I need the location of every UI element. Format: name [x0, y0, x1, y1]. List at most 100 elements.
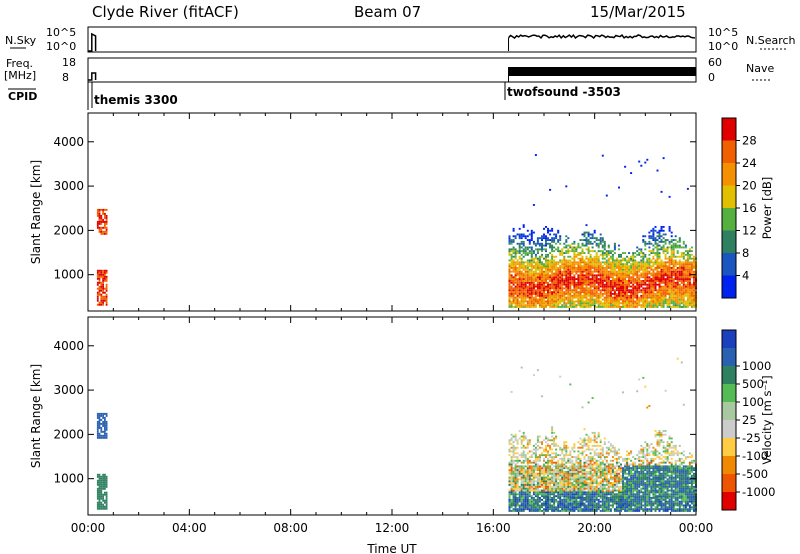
- data-cell: [563, 268, 566, 271]
- data-cell: [512, 474, 515, 477]
- data-cell: [559, 259, 562, 262]
- data-cell: [615, 304, 618, 307]
- data-cell: [585, 495, 588, 498]
- data-cell: [569, 469, 572, 471]
- data-cell: [559, 285, 562, 288]
- data-cell: [682, 263, 685, 266]
- data-cell: [555, 465, 558, 468]
- data-cell: [577, 454, 580, 457]
- data-cell: [599, 268, 602, 271]
- data-cell: [571, 289, 574, 292]
- data-cell: [549, 504, 552, 507]
- data-cell: [528, 450, 531, 453]
- data-cell: [526, 268, 529, 271]
- data-cell: [526, 285, 529, 288]
- data-cell: [620, 285, 622, 288]
- data-cell: [607, 480, 610, 483]
- data-cell: [571, 489, 574, 492]
- data-cell: [536, 287, 539, 290]
- data-cell: [658, 281, 661, 284]
- data-cell: [530, 267, 533, 269]
- data-cell: [565, 259, 568, 262]
- data-cell: [555, 476, 558, 479]
- data-cell: [656, 250, 659, 253]
- data-cell: [656, 272, 659, 275]
- data-cell: [534, 248, 537, 251]
- data-cell: [656, 248, 659, 251]
- data-cell: [636, 285, 639, 288]
- data-cell: [536, 493, 539, 496]
- data-cell: [607, 467, 610, 470]
- data-cell: [595, 474, 598, 477]
- data-cell: [567, 291, 570, 294]
- data-cell: [611, 285, 614, 288]
- data-cell: [557, 272, 560, 275]
- data-cell: [516, 485, 519, 488]
- data-cell: [583, 493, 586, 496]
- data-cell: [563, 267, 566, 269]
- data-cell: [589, 461, 592, 464]
- data-cell: [514, 298, 517, 301]
- data-cell: [577, 291, 580, 294]
- data-cell: [642, 289, 645, 292]
- data-cell: [532, 306, 535, 308]
- data-cell: [522, 493, 525, 496]
- data-cell: [522, 281, 525, 284]
- data-cell: [615, 495, 618, 498]
- data-cell: [508, 270, 511, 273]
- data-cell: [656, 283, 659, 286]
- data-cell: [601, 252, 604, 254]
- data-cell: [666, 287, 669, 290]
- data-cell: [105, 501, 108, 504]
- data-cell: [98, 475, 101, 478]
- data-cell: [567, 498, 570, 501]
- data-cell: [662, 244, 665, 247]
- data-cell: [559, 375, 562, 378]
- data-cell: [595, 244, 598, 247]
- data-cell: [543, 459, 545, 462]
- data-cell: [678, 274, 681, 277]
- data-cell: [605, 268, 608, 271]
- data-cell: [684, 250, 687, 253]
- data-cell: [589, 291, 592, 294]
- data-cell: [589, 489, 592, 492]
- data-cell: [575, 476, 578, 479]
- data-cell: [510, 281, 513, 284]
- data-cell: [693, 304, 695, 307]
- data-cell: [98, 418, 101, 421]
- data-cell: [545, 261, 547, 264]
- data-cell: [686, 302, 689, 305]
- data-cell: [628, 300, 631, 303]
- data-cell: [577, 485, 580, 488]
- data-cell: [575, 467, 578, 470]
- data-cell: [547, 489, 549, 492]
- data-cell: [514, 287, 517, 290]
- data-cell: [658, 302, 661, 305]
- data-cell: [662, 267, 665, 269]
- data-cell: [611, 278, 614, 280]
- data-cell: [520, 461, 523, 464]
- data-cell: [646, 293, 649, 295]
- data-cell: [672, 272, 675, 275]
- data-cell: [601, 237, 604, 240]
- data-cell: [597, 268, 600, 271]
- data-cell: [510, 461, 513, 464]
- data-cell: [547, 498, 549, 501]
- data-cell: [601, 500, 604, 503]
- data-cell: [676, 293, 679, 295]
- data-cell: [597, 306, 600, 308]
- data-cell: [615, 280, 618, 282]
- data-cell: [551, 265, 554, 267]
- data-cell: [573, 242, 576, 245]
- data-cell: [104, 485, 106, 488]
- data-cell: [547, 444, 549, 447]
- data-cell: [104, 491, 106, 494]
- data-cell: [98, 479, 101, 482]
- data-cell: [583, 300, 586, 303]
- data-cell: [670, 306, 673, 308]
- data-cell: [693, 293, 695, 295]
- data-cell: [561, 304, 564, 307]
- data-cell: [555, 471, 558, 473]
- data-cell: [597, 298, 600, 301]
- data-cell: [567, 489, 570, 492]
